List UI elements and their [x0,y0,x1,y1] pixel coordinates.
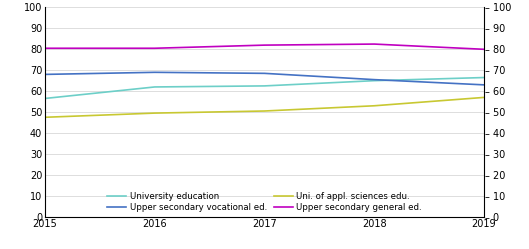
Legend: University education, Upper secondary vocational ed., Uni. of appl. sciences edu: University education, Upper secondary vo… [107,192,422,212]
